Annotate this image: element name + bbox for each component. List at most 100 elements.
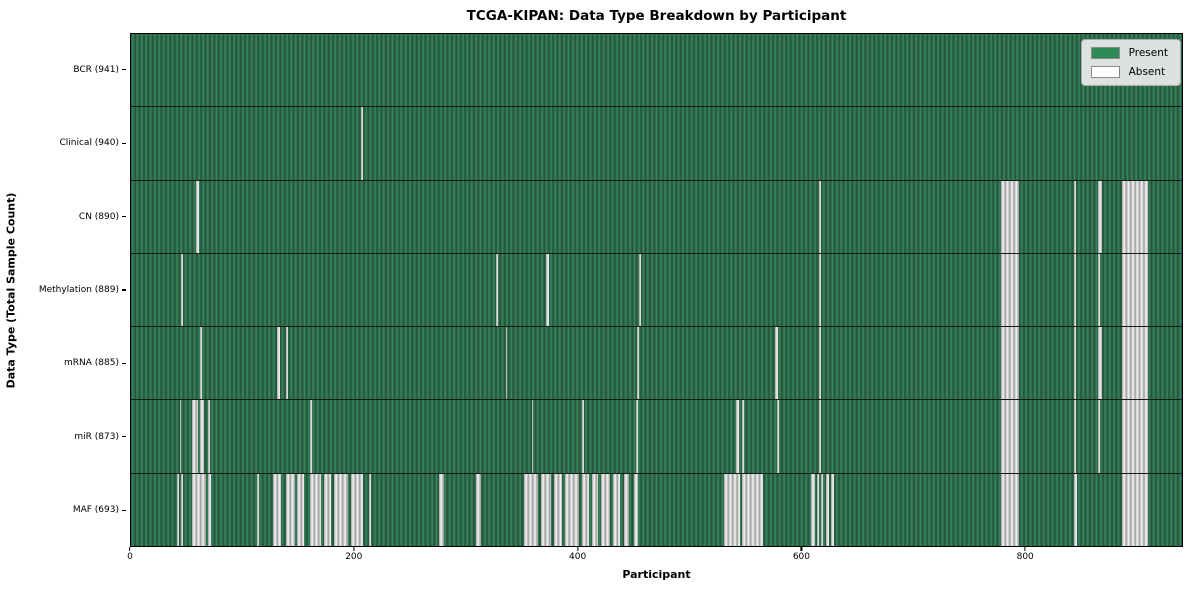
absent-stripe [524, 473, 538, 546]
y-tick-label: BCR (941) [73, 64, 119, 75]
absent-stripe [208, 400, 211, 473]
absent-stripe [1098, 253, 1101, 327]
x-tick-label: 400 [569, 552, 587, 562]
heatmap-row-mrna [131, 327, 1182, 401]
x-axis-label: Participant [622, 568, 691, 581]
absent-stripe [1073, 400, 1076, 473]
absent-stripe [565, 473, 579, 546]
absent-stripe [1001, 473, 1019, 546]
y-tick-mark [122, 289, 126, 291]
absent-stripe [724, 473, 740, 546]
x-tick-mark [800, 547, 802, 551]
absent-stripe [1098, 400, 1101, 473]
absent-stripe [819, 327, 822, 400]
absent-stripe [368, 473, 372, 546]
absent-stripe [286, 473, 296, 546]
absent-stripe [554, 473, 563, 546]
absent-stripe [819, 253, 822, 327]
absent-stripe [200, 327, 203, 400]
absent-stripe [1121, 327, 1149, 400]
legend: Present Absent [1080, 39, 1181, 86]
absent-stripe [736, 400, 739, 473]
absent-stripe [351, 473, 364, 546]
absent-stripe [286, 327, 289, 400]
absent-stripe [200, 400, 204, 473]
x-tick-mark [129, 547, 131, 551]
y-tick-mark [122, 69, 126, 71]
absent-stripe [334, 473, 348, 546]
absent-stripe [1001, 400, 1019, 473]
absent-stripe [208, 473, 212, 546]
absent-stripe [1098, 327, 1102, 400]
absent-stripe [1001, 327, 1019, 400]
x-tick-800: 800 [1017, 547, 1034, 562]
absent-stripe [181, 473, 184, 546]
y-tick-mark [122, 362, 126, 364]
absent-stripe [819, 180, 822, 253]
x-tick-200: 200 [345, 547, 362, 562]
x-tick-label: 800 [1016, 552, 1034, 562]
absent-stripe [1121, 473, 1149, 546]
absent-stripe [1073, 253, 1076, 327]
absent-stripe [825, 473, 830, 546]
absent-stripe [635, 400, 639, 473]
absent-stripe [776, 400, 779, 473]
absent-stripe [1098, 180, 1102, 253]
legend-label: Present [1128, 47, 1168, 59]
absent-stripe [1121, 180, 1149, 253]
absent-stripe [636, 327, 640, 400]
x-tick-600: 600 [793, 547, 810, 562]
legend-entry-absent: Absent [1090, 66, 1168, 78]
absent-stripe [821, 473, 824, 546]
x-tick-400: 400 [569, 547, 586, 562]
y-tick-label: mRNA (885) [64, 358, 119, 369]
absent-stripe [613, 473, 621, 546]
legend-swatch-absent [1090, 66, 1120, 78]
absent-stripe [1073, 180, 1076, 253]
absent-stripe [309, 400, 312, 473]
absent-stripe [816, 473, 819, 546]
y-tick-methylation: Methylation (889) [0, 253, 126, 326]
y-tick-mir: miR (873) [0, 400, 126, 473]
absent-stripe [811, 473, 815, 546]
y-tick-label: Methylation (889) [38, 284, 119, 295]
x-axis-ticks: 0 200 400 600 800 [127, 547, 1183, 563]
heatmap-row-mir [131, 400, 1182, 474]
y-tick-clinical: Clinical (940) [0, 106, 126, 179]
absent-stripe [639, 253, 642, 327]
heatmap-row-clinical [131, 107, 1182, 181]
y-tick-cn: CN (890) [0, 180, 126, 253]
absent-stripe [181, 253, 184, 327]
x-tick-mark [353, 547, 355, 551]
x-tick-mark [1024, 547, 1026, 551]
y-tick-mark [122, 215, 126, 218]
x-tick-label: 600 [792, 552, 810, 562]
absent-stripe [540, 473, 551, 546]
absent-stripe [831, 473, 834, 546]
y-tick-bcr: BCR (941) [0, 33, 126, 106]
x-tick-label: 0 [127, 552, 133, 562]
absent-stripe [176, 473, 179, 546]
absent-stripe [741, 400, 745, 473]
heatmap-row-maf [131, 473, 1182, 546]
legend-label: Absent [1128, 66, 1166, 78]
y-tick-label: miR (873) [74, 431, 119, 442]
absent-stripe [476, 473, 481, 546]
absent-stripe [582, 473, 589, 546]
absent-stripe [601, 473, 611, 546]
absent-stripe [531, 400, 534, 473]
plot-area [130, 33, 1183, 547]
absent-stripe [1121, 253, 1149, 327]
y-tick-mark [122, 509, 126, 511]
y-tick-mark [122, 142, 126, 144]
chart-title: TCGA-KIPAN: Data Type Breakdown by Parti… [466, 8, 847, 24]
absent-stripe [506, 327, 508, 400]
absent-stripe [297, 473, 305, 546]
y-tick-label: CN (890) [78, 211, 119, 222]
heatmap-row-bcr [131, 34, 1182, 108]
absent-stripe [195, 180, 200, 253]
absent-stripe [592, 473, 598, 546]
absent-stripe [324, 473, 331, 546]
absent-stripe [623, 473, 630, 546]
heatmap-row-cn [131, 180, 1182, 254]
